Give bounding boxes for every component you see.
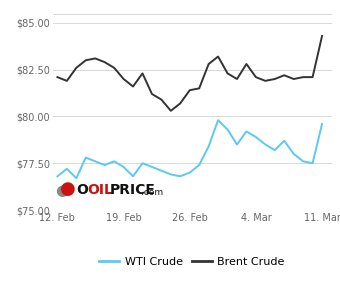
Text: O: O xyxy=(76,183,88,197)
Text: .com: .com xyxy=(140,188,163,197)
Text: ●: ● xyxy=(60,180,75,198)
Text: PRICE: PRICE xyxy=(110,183,156,197)
Legend: WTI Crude, Brent Crude: WTI Crude, Brent Crude xyxy=(95,253,289,272)
Text: OIL: OIL xyxy=(88,183,114,197)
Text: ●: ● xyxy=(55,183,69,198)
